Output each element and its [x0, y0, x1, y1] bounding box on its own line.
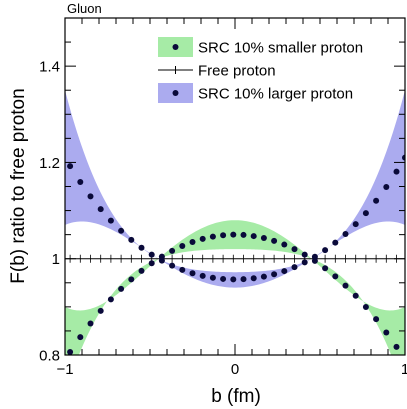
point-smaller-8 [148, 260, 155, 267]
bands [65, 90, 405, 355]
point-larger-31 [383, 183, 390, 190]
point-larger-9 [158, 257, 165, 264]
point-smaller-21 [281, 241, 288, 248]
y-tick-label-1: 1 [52, 251, 60, 268]
point-larger-33 [402, 154, 405, 161]
x-tick-label-2: 1 [401, 361, 407, 378]
band-smaller [65, 220, 405, 355]
panel-label: Gluon [67, 1, 102, 16]
point-smaller-29 [362, 303, 369, 310]
point-larger-32 [393, 168, 400, 175]
point-larger-24 [311, 253, 318, 260]
point-smaller-15 [220, 232, 227, 239]
point-smaller-27 [342, 282, 349, 289]
legend-label-larger: SRC 10% larger proton [198, 86, 353, 103]
point-smaller-23 [301, 251, 308, 258]
point-larger-8 [148, 251, 155, 258]
point-smaller-6 [128, 276, 135, 283]
point-smaller-14 [209, 233, 216, 240]
point-larger-4 [107, 217, 114, 224]
legend-label-free: Free proton [198, 63, 276, 80]
point-larger-30 [373, 197, 380, 204]
point-smaller-0 [67, 348, 74, 355]
point-smaller-13 [199, 235, 206, 242]
point-larger-3 [97, 206, 104, 213]
y-tick-label-2: 1.2 [39, 155, 60, 172]
point-larger-27 [342, 230, 349, 237]
point-larger-2 [87, 193, 94, 200]
point-smaller-4 [107, 296, 114, 303]
point-larger-28 [352, 221, 359, 228]
legend-marker-larger [172, 90, 179, 96]
point-larger-26 [332, 239, 339, 246]
point-smaller-16 [230, 231, 237, 238]
point-smaller-2 [87, 320, 94, 327]
point-larger-18 [250, 275, 257, 282]
point-larger-6 [128, 236, 135, 243]
point-smaller-18 [250, 233, 257, 240]
point-smaller-25 [322, 265, 329, 272]
point-smaller-10 [169, 247, 176, 254]
points [67, 154, 405, 355]
point-larger-20 [271, 271, 278, 278]
point-larger-13 [199, 272, 206, 279]
point-larger-14 [209, 274, 216, 281]
point-smaller-3 [97, 307, 104, 314]
point-smaller-1 [77, 334, 84, 341]
x-tick-label-1: 0 [231, 361, 239, 378]
legend: SRC 10% smaller proton Free proton SRC 1… [158, 37, 363, 103]
point-smaller-24 [311, 257, 318, 264]
point-larger-5 [118, 227, 125, 234]
point-smaller-7 [138, 267, 145, 274]
point-larger-17 [240, 276, 247, 283]
point-smaller-12 [189, 239, 196, 246]
point-larger-16 [230, 276, 237, 283]
point-larger-21 [281, 268, 288, 275]
point-smaller-17 [240, 231, 247, 238]
point-smaller-20 [271, 237, 278, 244]
point-larger-1 [77, 179, 84, 186]
y-tick-label-3: 1.4 [39, 59, 60, 76]
point-larger-25 [322, 247, 329, 254]
free-proton-line-group [65, 254, 405, 263]
point-larger-11 [179, 266, 186, 273]
tick-labels: 0.8 1 1.2 1.4 −1 0 1 [39, 59, 407, 378]
point-smaller-31 [383, 329, 390, 336]
legend-label-smaller: SRC 10% smaller proton [198, 40, 363, 57]
point-smaller-30 [373, 316, 380, 323]
point-smaller-19 [260, 235, 267, 242]
point-larger-19 [260, 273, 267, 280]
y-axis-title: F(b) ratio to free proton [8, 88, 29, 283]
point-smaller-11 [179, 242, 186, 249]
point-larger-15 [220, 275, 227, 282]
point-larger-23 [301, 259, 308, 266]
y-tick-label-0: 0.8 [39, 348, 60, 365]
point-smaller-32 [393, 343, 400, 350]
point-smaller-22 [291, 246, 298, 253]
point-larger-10 [169, 262, 176, 269]
legend-marker-smaller [172, 44, 179, 50]
point-larger-29 [362, 210, 369, 217]
band-larger [65, 90, 405, 288]
point-smaller-28 [352, 292, 359, 299]
ticks [64, 17, 406, 356]
x-axis-title: b (fm) [211, 386, 261, 407]
point-larger-7 [138, 244, 145, 251]
point-larger-12 [189, 270, 196, 277]
point-larger-0 [67, 163, 74, 170]
point-smaller-26 [332, 273, 339, 280]
point-smaller-5 [118, 285, 125, 292]
x-tick-label-0: −1 [56, 361, 73, 378]
point-larger-22 [291, 264, 298, 271]
